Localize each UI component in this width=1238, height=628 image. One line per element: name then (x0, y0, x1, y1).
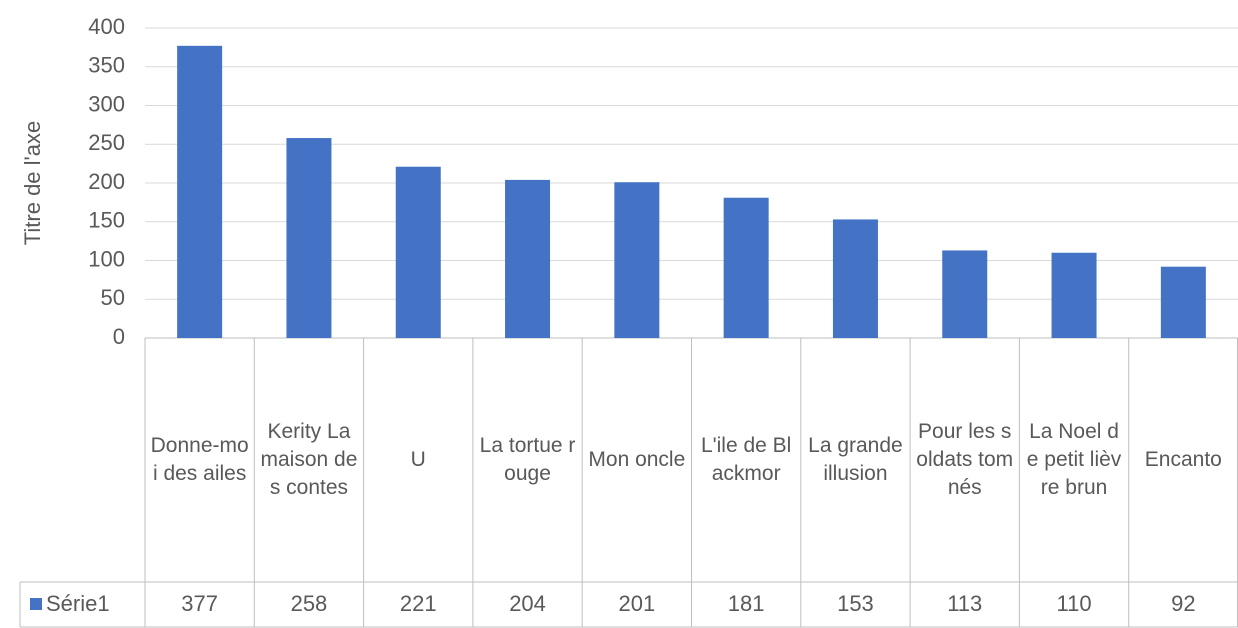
x-tick-label: Encanto (1144, 448, 1222, 471)
bar (723, 197, 769, 338)
data-table-value: 153 (837, 591, 874, 616)
y-tick-label: 400 (88, 14, 125, 39)
y-tick-label: 150 (88, 208, 125, 233)
bar (505, 179, 551, 338)
data-table-value: 221 (400, 591, 437, 616)
x-tick-label: La Noel de petit lièvre brun (1026, 420, 1122, 499)
bar (286, 138, 332, 338)
bar (942, 250, 988, 338)
x-tick-label: L'ile de Blackmor (700, 434, 792, 485)
bar (395, 166, 441, 338)
bar (1160, 266, 1206, 338)
y-axis-title: Titre de l'axe (20, 121, 45, 245)
bar (1051, 252, 1097, 338)
data-table-value: 181 (728, 591, 765, 616)
y-tick-label: 300 (88, 91, 125, 116)
data-table-value: 110 (1057, 591, 1092, 616)
y-tick-label: 250 (88, 130, 125, 155)
legend-swatch (30, 598, 42, 610)
data-table-value: 201 (618, 591, 655, 616)
data-table-value: 204 (509, 591, 546, 616)
x-tick-label: La tortue rouge (479, 434, 576, 485)
bar (614, 182, 660, 338)
x-tick-label: U (410, 448, 426, 471)
x-tick-label: Kerity La maison des contes (260, 420, 358, 499)
data-table-value: 113 (947, 591, 982, 616)
x-tick-label: Pour les soldats tomnés (916, 420, 1014, 499)
bar (832, 219, 878, 338)
data-table-value: 258 (291, 591, 328, 616)
x-tick-label: La grande illusion (808, 434, 903, 485)
data-table-value: 377 (181, 591, 218, 616)
y-tick-label: 200 (88, 169, 125, 194)
bar (177, 45, 223, 338)
x-tick-label: Mon oncle (588, 448, 686, 471)
legend-label: Série1 (46, 591, 110, 616)
y-tick-label: 50 (101, 285, 125, 310)
data-table-value: 92 (1171, 591, 1195, 616)
y-tick-label: 0 (113, 324, 125, 349)
x-tick-label: Donne-moi des ailes (150, 434, 249, 485)
y-tick-label: 350 (88, 53, 125, 78)
y-tick-label: 100 (88, 246, 125, 271)
